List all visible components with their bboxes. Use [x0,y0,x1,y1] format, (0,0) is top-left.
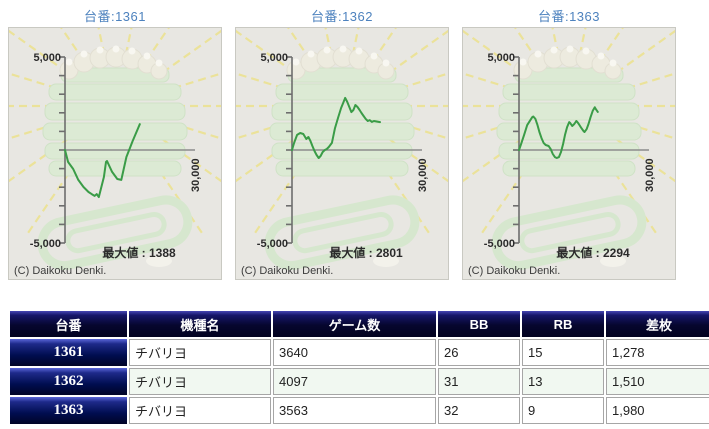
chart-block-1363: 台番:1363 5,000 -5,000 30,000 最大値 : 2294 (C) D… [462,2,676,280]
header-dai: 台番 [10,311,127,337]
cell-dai-1361: 1361 [10,339,127,366]
chart-block-1361: 台番:1361 5,000 -5,000 30,000 最大値 : 1388 (C) D… [8,2,222,280]
svg-text:5,000: 5,000 [487,52,515,64]
cell-kishu-1362: チバリヨ [129,368,271,395]
svg-text:最大値 : 2294: 最大値 : 2294 [556,245,630,260]
cell-bb-1363: 32 [438,397,520,424]
chart-title-link-1363[interactable]: 台番:1363 [537,9,601,24]
header-kishu: 機種名 [129,311,271,337]
svg-text:-5,000: -5,000 [257,238,288,250]
cell-samai-1361: 1,278 [606,339,709,366]
svg-text:(C) Daikoku Denki.: (C) Daikoku Denki. [241,265,333,277]
charts-row: 台番:1361 5,000 -5,000 30,000 最大値 : 1388 (C) D… [8,2,676,280]
svg-text:(C) Daikoku Denki.: (C) Daikoku Denki. [468,265,560,277]
slump-graph-1363: 5,000 -5,000 30,000 最大値 : 2294 (C) Daikoku D… [463,28,675,277]
slump-graph-1361: 5,000 -5,000 30,000 最大値 : 1388 (C) Daikoku D… [9,28,221,277]
cell-kishu-1361: チバリヨ [129,339,271,366]
chart-block-1362: 台番:1362 5,000 -5,000 30,000 最大値 : 2801 (C) D… [235,2,449,280]
cell-bb-1361: 26 [438,339,520,366]
table-row-1361: 1361 チバリヨ 3640 26 15 1,278 [10,339,709,366]
cell-bb-1362: 31 [438,368,520,395]
svg-text:30,000: 30,000 [190,158,202,192]
table-row-1362: 1362 チバリヨ 4097 31 13 1,510 [10,368,709,395]
cell-games-1362: 4097 [273,368,436,395]
cell-samai-1362: 1,510 [606,368,709,395]
header-rb: RB [522,311,604,337]
machine-data-table: 台番 機種名 ゲーム数 BB RB 差枚 1361 チバリヨ 3640 26 1… [8,309,709,426]
svg-text:30,000: 30,000 [644,158,656,192]
cell-kishu-1363: チバリヨ [129,397,271,424]
cell-rb-1362: 13 [522,368,604,395]
slump-graph-1362: 5,000 -5,000 30,000 最大値 : 2801 (C) Daikoku D… [236,28,448,277]
cell-games-1363: 3563 [273,397,436,424]
cell-rb-1361: 15 [522,339,604,366]
svg-text:5,000: 5,000 [260,52,288,64]
cell-rb-1363: 9 [522,397,604,424]
svg-text:最大値 : 1388: 最大値 : 1388 [102,245,176,260]
table-row-1363: 1363 チバリヨ 3563 32 9 1,980 [10,397,709,424]
svg-text:30,000: 30,000 [417,158,429,192]
header-samai: 差枚 [606,311,709,337]
chart-panel-1361: 5,000 -5,000 30,000 最大値 : 1388 (C) Daikoku D… [8,27,222,280]
chart-title-link-1361[interactable]: 台番:1361 [83,9,147,24]
svg-text:最大値 : 2801: 最大値 : 2801 [329,245,403,260]
svg-text:-5,000: -5,000 [30,238,61,250]
svg-text:5,000: 5,000 [33,52,61,64]
cell-samai-1363: 1,980 [606,397,709,424]
header-bb: BB [438,311,520,337]
chart-panel-1363: 5,000 -5,000 30,000 最大値 : 2294 (C) Daikoku D… [462,27,676,280]
cell-dai-1363: 1363 [10,397,127,424]
cell-dai-1362: 1362 [10,368,127,395]
chart-title-link-1362[interactable]: 台番:1362 [310,9,374,24]
cell-games-1361: 3640 [273,339,436,366]
svg-text:-5,000: -5,000 [484,238,515,250]
svg-text:(C) Daikoku Denki.: (C) Daikoku Denki. [14,265,106,277]
table-wrap: 台番 機種名 ゲーム数 BB RB 差枚 1361 チバリヨ 3640 26 1… [0,309,709,426]
header-games: ゲーム数 [273,311,436,337]
chart-panel-1362: 5,000 -5,000 30,000 最大値 : 2801 (C) Daikoku D… [235,27,449,280]
table-header-row: 台番 機種名 ゲーム数 BB RB 差枚 [10,311,709,337]
